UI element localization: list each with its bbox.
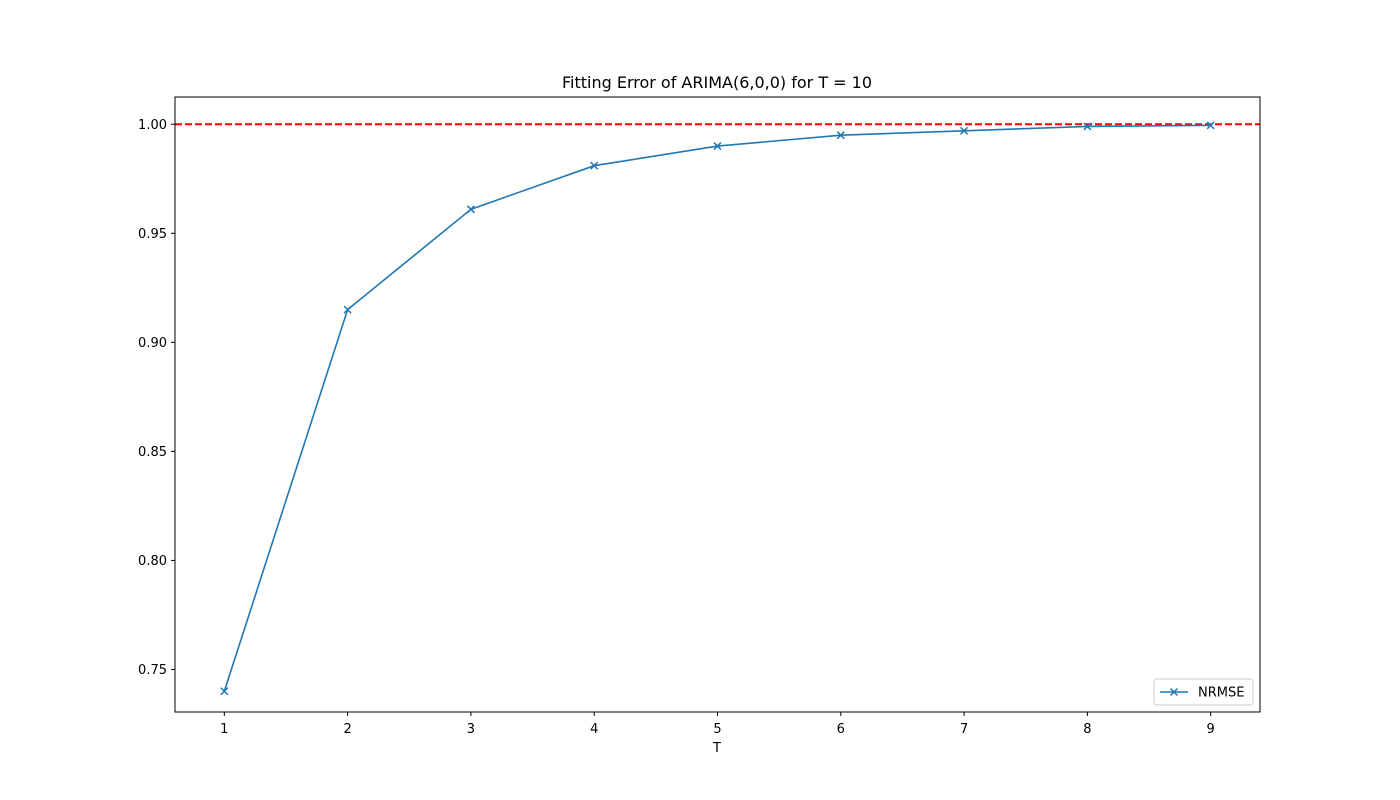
data-point	[1083, 122, 1092, 131]
y-tick-label: 0.85	[138, 445, 167, 460]
x-axis-label: T	[712, 741, 721, 756]
data-point	[836, 131, 845, 140]
x-tick-label: 7	[960, 722, 968, 737]
legend-frame	[1153, 678, 1254, 706]
data-point	[590, 161, 599, 170]
x-tick-label: 5	[713, 722, 721, 737]
x-tick-label: 2	[343, 722, 351, 737]
data-point	[343, 305, 352, 314]
x-tick-label: 6	[837, 722, 845, 737]
x-tick-label: 1	[220, 722, 228, 737]
y-tick-label: 0.95	[138, 227, 167, 242]
series-line-nrmse	[223, 124, 1211, 692]
y-tick-label: 1.00	[138, 118, 167, 133]
data-point	[1206, 121, 1215, 130]
data-point	[466, 205, 475, 214]
x-tick-label: 3	[467, 722, 475, 737]
legend-marker-swatch	[1169, 687, 1179, 697]
data-point	[960, 126, 969, 135]
x-tick-label: 8	[1083, 722, 1091, 737]
y-tick-label: 0.75	[138, 663, 167, 678]
x-tick-label: 4	[590, 722, 598, 737]
chart-title: Fitting Error of ARIMA(6,0,0) for T = 10	[562, 73, 872, 92]
plot-area: 1 2 3 4 5 6 7 8 9 0.75 0.80 0.85 0.90 0.95 1.00	[138, 96, 1261, 737]
axes-frame	[174, 96, 1261, 713]
legend: NRMSE	[1153, 678, 1254, 706]
data-point	[220, 687, 229, 696]
y-tick-label: 0.80	[138, 554, 167, 569]
y-tick-label: 0.90	[138, 336, 167, 351]
legend-label-nrmse: NRMSE	[1198, 686, 1244, 701]
data-point	[713, 142, 722, 151]
x-tick-label: 9	[1207, 722, 1215, 737]
